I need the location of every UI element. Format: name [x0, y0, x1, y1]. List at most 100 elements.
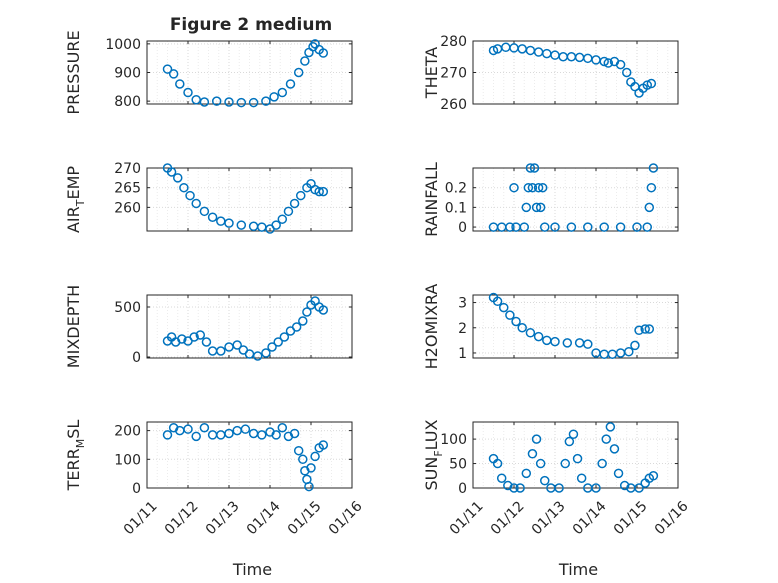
data-point: [583, 222, 593, 232]
data-point: [533, 331, 544, 342]
data-point: [492, 296, 503, 307]
data-point: [615, 222, 626, 232]
data-point: [279, 332, 290, 342]
data-point: [634, 483, 644, 493]
y-tick-label: 0: [458, 220, 467, 236]
data-point: [583, 339, 593, 349]
y-tick-label: 265: [114, 181, 141, 197]
data-point: [277, 422, 288, 433]
axes-box: [146, 421, 353, 489]
y-axis-label: MIXDEPTH: [64, 285, 83, 368]
data-point: [550, 336, 560, 347]
y-tick-label: 0: [458, 481, 467, 497]
data-point: [540, 222, 550, 232]
data-point: [232, 340, 242, 350]
data-point: [211, 96, 222, 106]
data-point: [488, 45, 499, 56]
y-axis-label: PRESSURE: [64, 30, 83, 114]
y-tick-label: 1: [458, 346, 467, 362]
data-point: [304, 481, 314, 492]
data-point: [236, 97, 247, 108]
data-point: [199, 422, 210, 433]
data-point: [216, 346, 226, 356]
data-point: [642, 222, 652, 232]
data-point: [310, 451, 320, 462]
data-point: [523, 182, 534, 193]
data-point: [252, 351, 263, 361]
data-point: [511, 316, 521, 327]
data-point: [183, 87, 193, 98]
data-point: [566, 222, 577, 232]
data-point: [191, 94, 201, 105]
y-axis-label-main: MIXDEPTH: [64, 285, 83, 368]
y-tick-label: 260: [114, 200, 141, 216]
data-point: [601, 434, 611, 444]
data-point: [318, 186, 329, 197]
y-axis-label-main: AIR: [64, 206, 83, 233]
y-axis-label: AIRTEMP: [64, 166, 87, 233]
data-point: [492, 458, 503, 469]
y-axis-label-subscript: T: [74, 199, 87, 207]
data-point: [597, 458, 607, 469]
data-point: [199, 206, 210, 217]
y-tick-label: 280: [440, 34, 467, 50]
x-axis-label: Time: [558, 560, 598, 579]
data-point: [630, 340, 640, 351]
data-point: [644, 202, 655, 213]
y-axis-label-subscript: M: [74, 439, 87, 449]
data-point: [624, 346, 634, 357]
y-axis-label-main: PRESSURE: [64, 30, 83, 114]
y-axis-label-tail: LUX: [422, 419, 441, 450]
y-axis-label-main: SUN: [422, 457, 441, 491]
data-point: [509, 182, 519, 193]
data-point: [261, 96, 271, 106]
data-point: [564, 436, 575, 447]
y-tick-label: 270: [114, 161, 141, 177]
data-point: [537, 182, 548, 193]
data-point: [503, 480, 513, 491]
data-point: [173, 173, 183, 183]
data-point: [527, 449, 538, 459]
y-tick-label: 0.1: [445, 200, 467, 216]
data-point: [517, 323, 527, 333]
y-axis-label-tail: EMP: [64, 166, 83, 200]
axes-box: [472, 421, 679, 489]
axes-box: [146, 167, 353, 232]
plot-area: [473, 168, 678, 231]
plot-area: [147, 295, 352, 358]
data-point: [300, 56, 310, 66]
data-point: [291, 322, 302, 332]
y-tick-label: 2: [458, 321, 467, 337]
y-axis-label-tail: SL: [64, 420, 83, 439]
axes-box: [472, 167, 679, 232]
y-axis-label-main: H2OMIXRA: [422, 284, 441, 370]
y-tick-label: 3: [458, 296, 467, 312]
data-point: [224, 428, 234, 439]
data-point: [646, 182, 657, 193]
data-point: [277, 214, 288, 224]
data-point: [302, 307, 312, 317]
y-tick-label: 1000: [105, 37, 141, 53]
y-tick-label: 0: [132, 350, 141, 366]
data-point: [177, 334, 187, 344]
data-point: [496, 473, 507, 483]
data-point: [306, 463, 316, 473]
data-point: [615, 59, 626, 70]
data-point: [207, 212, 218, 222]
data-point: [273, 337, 283, 347]
data-point: [185, 190, 195, 201]
data-point: [644, 324, 655, 334]
data-point: [162, 64, 173, 74]
data-point: [527, 182, 538, 193]
data-point: [515, 483, 525, 493]
data-point: [499, 302, 509, 313]
data-point: [648, 163, 659, 173]
data-point: [531, 202, 542, 213]
y-axis-label-main: THETA: [422, 47, 441, 99]
data-point: [572, 453, 583, 464]
y-tick-label: 0: [132, 481, 141, 497]
data-point: [248, 97, 259, 108]
data-point: [550, 222, 560, 232]
data-point: [318, 305, 329, 315]
